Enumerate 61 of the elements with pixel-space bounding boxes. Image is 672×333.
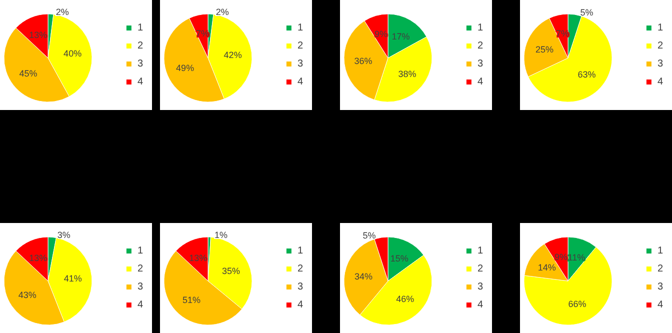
legend-label: 4 (137, 300, 144, 310)
legend-label: 4 (657, 76, 664, 88)
data-label: 49% (176, 62, 194, 73)
legend-label: 2 (297, 40, 304, 52)
legend-label: 3 (477, 58, 484, 70)
data-label: 9% (554, 252, 568, 262)
legend-label: 1 (137, 246, 144, 256)
legend-label: 2 (137, 40, 144, 52)
data-label: 13% (189, 253, 208, 264)
legend-label: 4 (657, 300, 664, 310)
data-label: 5% (362, 230, 376, 241)
data-label: 36% (354, 56, 372, 66)
data-label: 45% (19, 68, 38, 78)
data-label: 35% (222, 266, 240, 276)
legend-label: 3 (657, 58, 664, 70)
data-label: 63% (578, 70, 596, 80)
data-label: 38% (398, 68, 416, 79)
data-label: 3% (57, 230, 70, 240)
legend-label: 1 (657, 22, 664, 34)
data-label: 42% (224, 50, 242, 60)
data-label: 41% (64, 274, 82, 284)
data-label: 25% (535, 44, 554, 55)
legend-label: 1 (297, 22, 304, 34)
data-label: 1% (214, 230, 228, 240)
legend-label: 4 (297, 76, 304, 88)
legend-label: 1 (477, 246, 484, 256)
legend-label: 4 (137, 76, 144, 88)
data-label: 43% (18, 290, 36, 300)
legend-label: 3 (477, 282, 484, 292)
data-label: 46% (396, 294, 414, 304)
data-label: 15% (390, 254, 408, 264)
data-label: 13% (29, 253, 48, 264)
legend-label: 4 (477, 300, 484, 310)
data-label: 13% (29, 30, 48, 40)
data-label: 2% (56, 7, 69, 18)
data-label: 66% (568, 299, 586, 310)
data-label: 2% (216, 7, 229, 18)
legend-label: 1 (137, 22, 144, 34)
legend-label: 1 (297, 246, 304, 256)
legend-label: 3 (657, 282, 664, 292)
legend-label: 1 (477, 22, 484, 34)
legend-label: 2 (477, 40, 484, 52)
legend-label: 2 (477, 264, 484, 274)
legend-label: 1 (657, 246, 664, 256)
legend-label: 3 (297, 282, 304, 292)
legend-label: 2 (137, 264, 144, 274)
legend-label: 4 (297, 300, 304, 310)
data-label: 14% (538, 262, 556, 273)
legend-label: 2 (657, 264, 664, 274)
data-label: 9% (374, 28, 388, 39)
data-label: 17% (392, 31, 410, 42)
legend-label: 2 (657, 40, 664, 52)
legend-label: 3 (137, 282, 144, 292)
legend-label: 3 (137, 58, 144, 70)
data-label: 34% (354, 271, 372, 282)
data-label: 40% (64, 48, 82, 58)
legend-label: 3 (297, 58, 304, 70)
data-label: 5% (580, 8, 594, 18)
data-label: 51% (182, 294, 200, 305)
legend-label: 4 (477, 76, 484, 88)
legend-label: 2 (297, 264, 304, 274)
